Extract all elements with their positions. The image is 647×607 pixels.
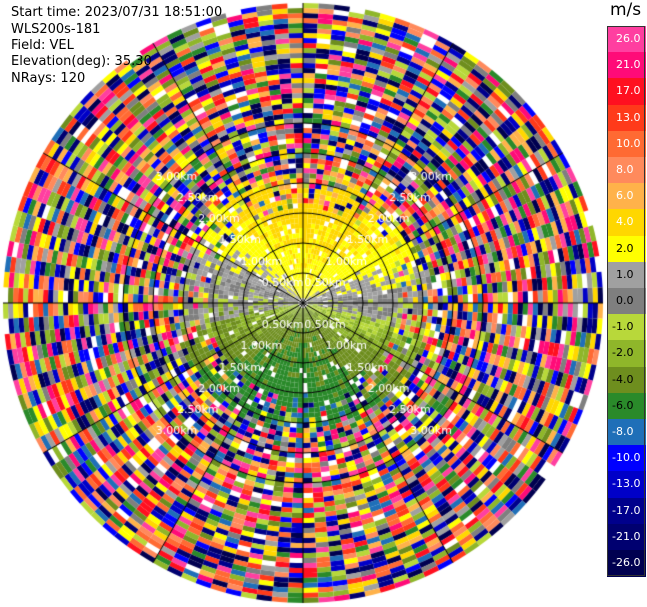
start-time-label: Start time: 2023/07/31 18:51:00 xyxy=(11,5,223,20)
colorbar-tick-label: 21.0 xyxy=(616,58,641,72)
colorbar-segment xyxy=(607,78,646,106)
colorbar-tick-label: -1.0 xyxy=(612,320,634,334)
colorbar-segment xyxy=(607,497,646,525)
elevation-label: Elevation(deg): 35.30 xyxy=(11,54,152,69)
colorbar-tick-label: -8.0 xyxy=(612,425,634,438)
colorbar-segment xyxy=(607,235,646,263)
instrument-label: WLS200s-181 xyxy=(11,22,101,37)
colorbar-segment xyxy=(607,314,646,341)
colorbar-tick-label: 26.0 xyxy=(616,32,641,45)
colorbar-frame xyxy=(607,26,645,577)
colorbar-segment xyxy=(607,157,646,184)
colorbar-tick-label: 1.0 xyxy=(616,267,634,281)
colorbar-tick-label: 2.0 xyxy=(616,241,634,255)
colorbar-tick-label: -4.0 xyxy=(612,372,634,386)
colorbar-tick-label: 13.0 xyxy=(616,110,641,124)
colorbar-tick-label: -13.0 xyxy=(612,477,641,491)
colorbar-tick-label: -21.0 xyxy=(612,529,641,543)
colorbar-tick-label: 4.0 xyxy=(616,215,634,229)
colorbar-segment xyxy=(607,26,646,53)
colorbar-segment xyxy=(607,261,646,289)
colorbar-segment xyxy=(607,445,646,472)
colorbar-segment xyxy=(607,104,646,132)
colorbar-segment xyxy=(607,523,646,551)
colorbar-segment xyxy=(607,52,646,79)
colorbar-tick-label: 8.0 xyxy=(616,163,634,176)
colorbar-segment xyxy=(607,340,646,368)
colorbar-tick-label: -26.0 xyxy=(612,556,641,569)
colorbar-tick-label: -30.0 xyxy=(612,582,641,596)
colorbar-unit: m/s xyxy=(610,0,642,20)
colorbar-segment xyxy=(607,209,646,237)
colorbar-tick-label: 6.0 xyxy=(616,189,634,203)
colorbar-tick-label: -17.0 xyxy=(612,503,641,517)
colorbar-segment xyxy=(607,419,646,446)
colorbar-tick-label: -2.0 xyxy=(612,346,634,360)
field-label: Field: VEL xyxy=(11,38,74,53)
colorbar-segment xyxy=(607,288,646,315)
colorbar-tick-label: -10.0 xyxy=(612,451,641,465)
colorbar-tick-label: 17.0 xyxy=(616,84,641,98)
colorbar-segment xyxy=(607,183,646,210)
colorbar-segment xyxy=(607,471,646,499)
colorbar-segment xyxy=(607,392,646,420)
colorbar-tick-label: 10.0 xyxy=(616,136,641,150)
colorbar-segment xyxy=(607,550,646,577)
colorbar-segment xyxy=(607,366,646,394)
colorbar-tick-label: 0.0 xyxy=(616,294,634,307)
colorbar-segment xyxy=(607,130,646,158)
colorbar-tick-label: -6.0 xyxy=(612,398,634,412)
nrays-label: NRays: 120 xyxy=(11,71,86,86)
